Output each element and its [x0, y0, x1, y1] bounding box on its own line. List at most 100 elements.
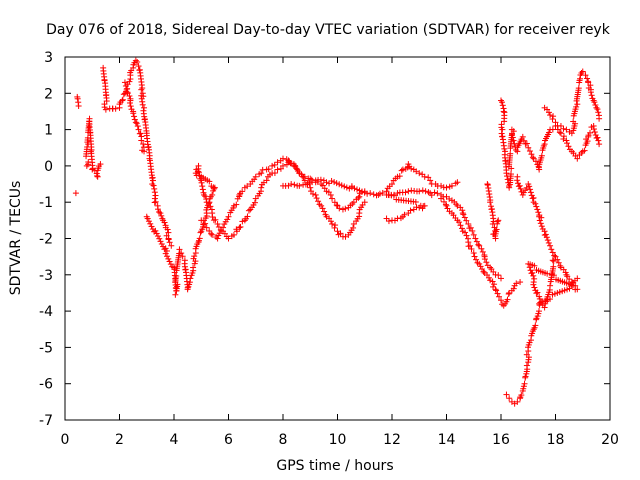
data-point	[405, 188, 412, 195]
data-point	[356, 193, 363, 200]
data-point	[209, 231, 216, 238]
data-point	[313, 195, 320, 202]
data-point	[200, 189, 207, 196]
data-point	[540, 142, 547, 149]
data-point	[305, 175, 312, 182]
data-point	[165, 229, 172, 236]
data-point	[422, 188, 429, 195]
data-point	[564, 140, 571, 147]
data-point	[463, 217, 470, 224]
data-point	[126, 99, 133, 106]
data-point	[490, 268, 497, 275]
data-point	[300, 174, 307, 181]
data-point	[336, 181, 343, 188]
data-point	[470, 231, 477, 238]
data-point	[585, 85, 592, 92]
data-point	[459, 210, 466, 217]
data-point	[131, 116, 138, 123]
data-point	[359, 188, 366, 195]
data-point	[391, 191, 398, 198]
data-point	[565, 143, 572, 150]
data-point	[151, 199, 158, 206]
data-point	[173, 272, 180, 279]
data-point	[271, 170, 278, 177]
data-point	[251, 199, 258, 206]
data-point	[513, 280, 520, 287]
data-point	[440, 184, 447, 191]
data-point	[458, 225, 465, 232]
data-point	[440, 193, 447, 200]
data-point	[218, 227, 225, 234]
data-point	[209, 214, 216, 221]
data-point	[431, 189, 438, 196]
y-tick-label: -4	[39, 304, 53, 320]
data-point	[285, 182, 292, 189]
data-point	[507, 171, 514, 178]
y-tick-label: 3	[44, 50, 53, 66]
data-point	[294, 166, 301, 173]
data-point	[456, 219, 463, 226]
data-point	[457, 222, 464, 229]
data-point	[546, 129, 553, 136]
data-point	[526, 183, 533, 190]
data-point	[233, 201, 240, 208]
data-point	[478, 245, 485, 252]
data-point	[547, 296, 554, 303]
data-point	[198, 179, 205, 186]
data-point	[350, 224, 357, 231]
data-point	[353, 186, 360, 193]
data-point	[72, 190, 79, 197]
data-point	[408, 165, 415, 172]
data-point	[315, 198, 322, 205]
data-point	[498, 124, 505, 131]
data-point	[459, 207, 466, 214]
data-point	[574, 101, 581, 108]
data-point	[493, 226, 500, 233]
data-point	[259, 166, 266, 173]
data-point	[195, 165, 202, 172]
data-point	[480, 268, 487, 275]
data-point	[343, 184, 350, 191]
data-point	[481, 256, 488, 263]
data-point	[557, 130, 564, 137]
data-point	[460, 211, 467, 218]
data-point	[587, 89, 594, 96]
tick-marks	[65, 57, 610, 420]
data-point	[386, 183, 393, 190]
y-tick-label: 0	[44, 159, 53, 175]
data-point	[532, 158, 539, 165]
data-point	[126, 92, 133, 99]
data-point	[527, 189, 534, 196]
data-point	[283, 161, 290, 168]
data-point	[520, 137, 527, 144]
data-point	[197, 229, 204, 236]
data-point	[391, 217, 398, 224]
data-point	[594, 134, 601, 141]
data-point	[594, 106, 601, 113]
data-point	[274, 166, 281, 173]
data-point	[401, 211, 408, 218]
data-point	[385, 218, 392, 225]
data-point	[274, 159, 281, 166]
data-point	[156, 235, 163, 242]
data-point	[477, 263, 484, 270]
data-point	[542, 231, 549, 238]
data-point	[490, 283, 497, 290]
data-point	[152, 227, 159, 234]
data-point	[228, 233, 235, 240]
data-point	[355, 194, 362, 201]
data-point	[288, 160, 295, 167]
data-point	[327, 191, 334, 198]
data-point	[536, 302, 543, 309]
data-point	[419, 187, 426, 194]
data-point	[207, 193, 214, 200]
data-point	[147, 220, 154, 227]
data-point	[233, 226, 240, 233]
x-tick-label: 20	[601, 432, 619, 448]
data-point	[196, 235, 203, 242]
data-point	[529, 269, 536, 276]
data-point	[131, 113, 138, 120]
data-point	[309, 190, 316, 197]
data-point	[419, 171, 426, 178]
data-point	[549, 116, 556, 123]
